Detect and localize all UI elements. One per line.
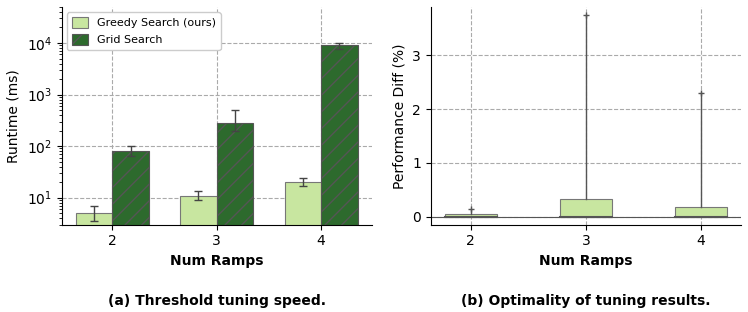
- Bar: [445, 214, 497, 217]
- Bar: [112, 151, 149, 312]
- X-axis label: Num Ramps: Num Ramps: [170, 254, 263, 268]
- Text: (b) Optimality of tuning results.: (b) Optimality of tuning results.: [462, 294, 711, 308]
- Bar: [180, 196, 217, 312]
- Bar: [321, 45, 358, 312]
- Bar: [675, 207, 727, 217]
- X-axis label: Num Ramps: Num Ramps: [539, 254, 633, 268]
- Bar: [76, 213, 112, 312]
- Bar: [560, 199, 612, 217]
- Text: (a) Threshold tuning speed.: (a) Threshold tuning speed.: [108, 294, 325, 308]
- Y-axis label: Performance Diff (%): Performance Diff (%): [393, 43, 407, 188]
- Bar: [284, 182, 321, 312]
- Y-axis label: Runtime (ms): Runtime (ms): [7, 69, 21, 163]
- Legend: Greedy Search (ours), Grid Search: Greedy Search (ours), Grid Search: [67, 12, 221, 50]
- Bar: [217, 123, 254, 312]
